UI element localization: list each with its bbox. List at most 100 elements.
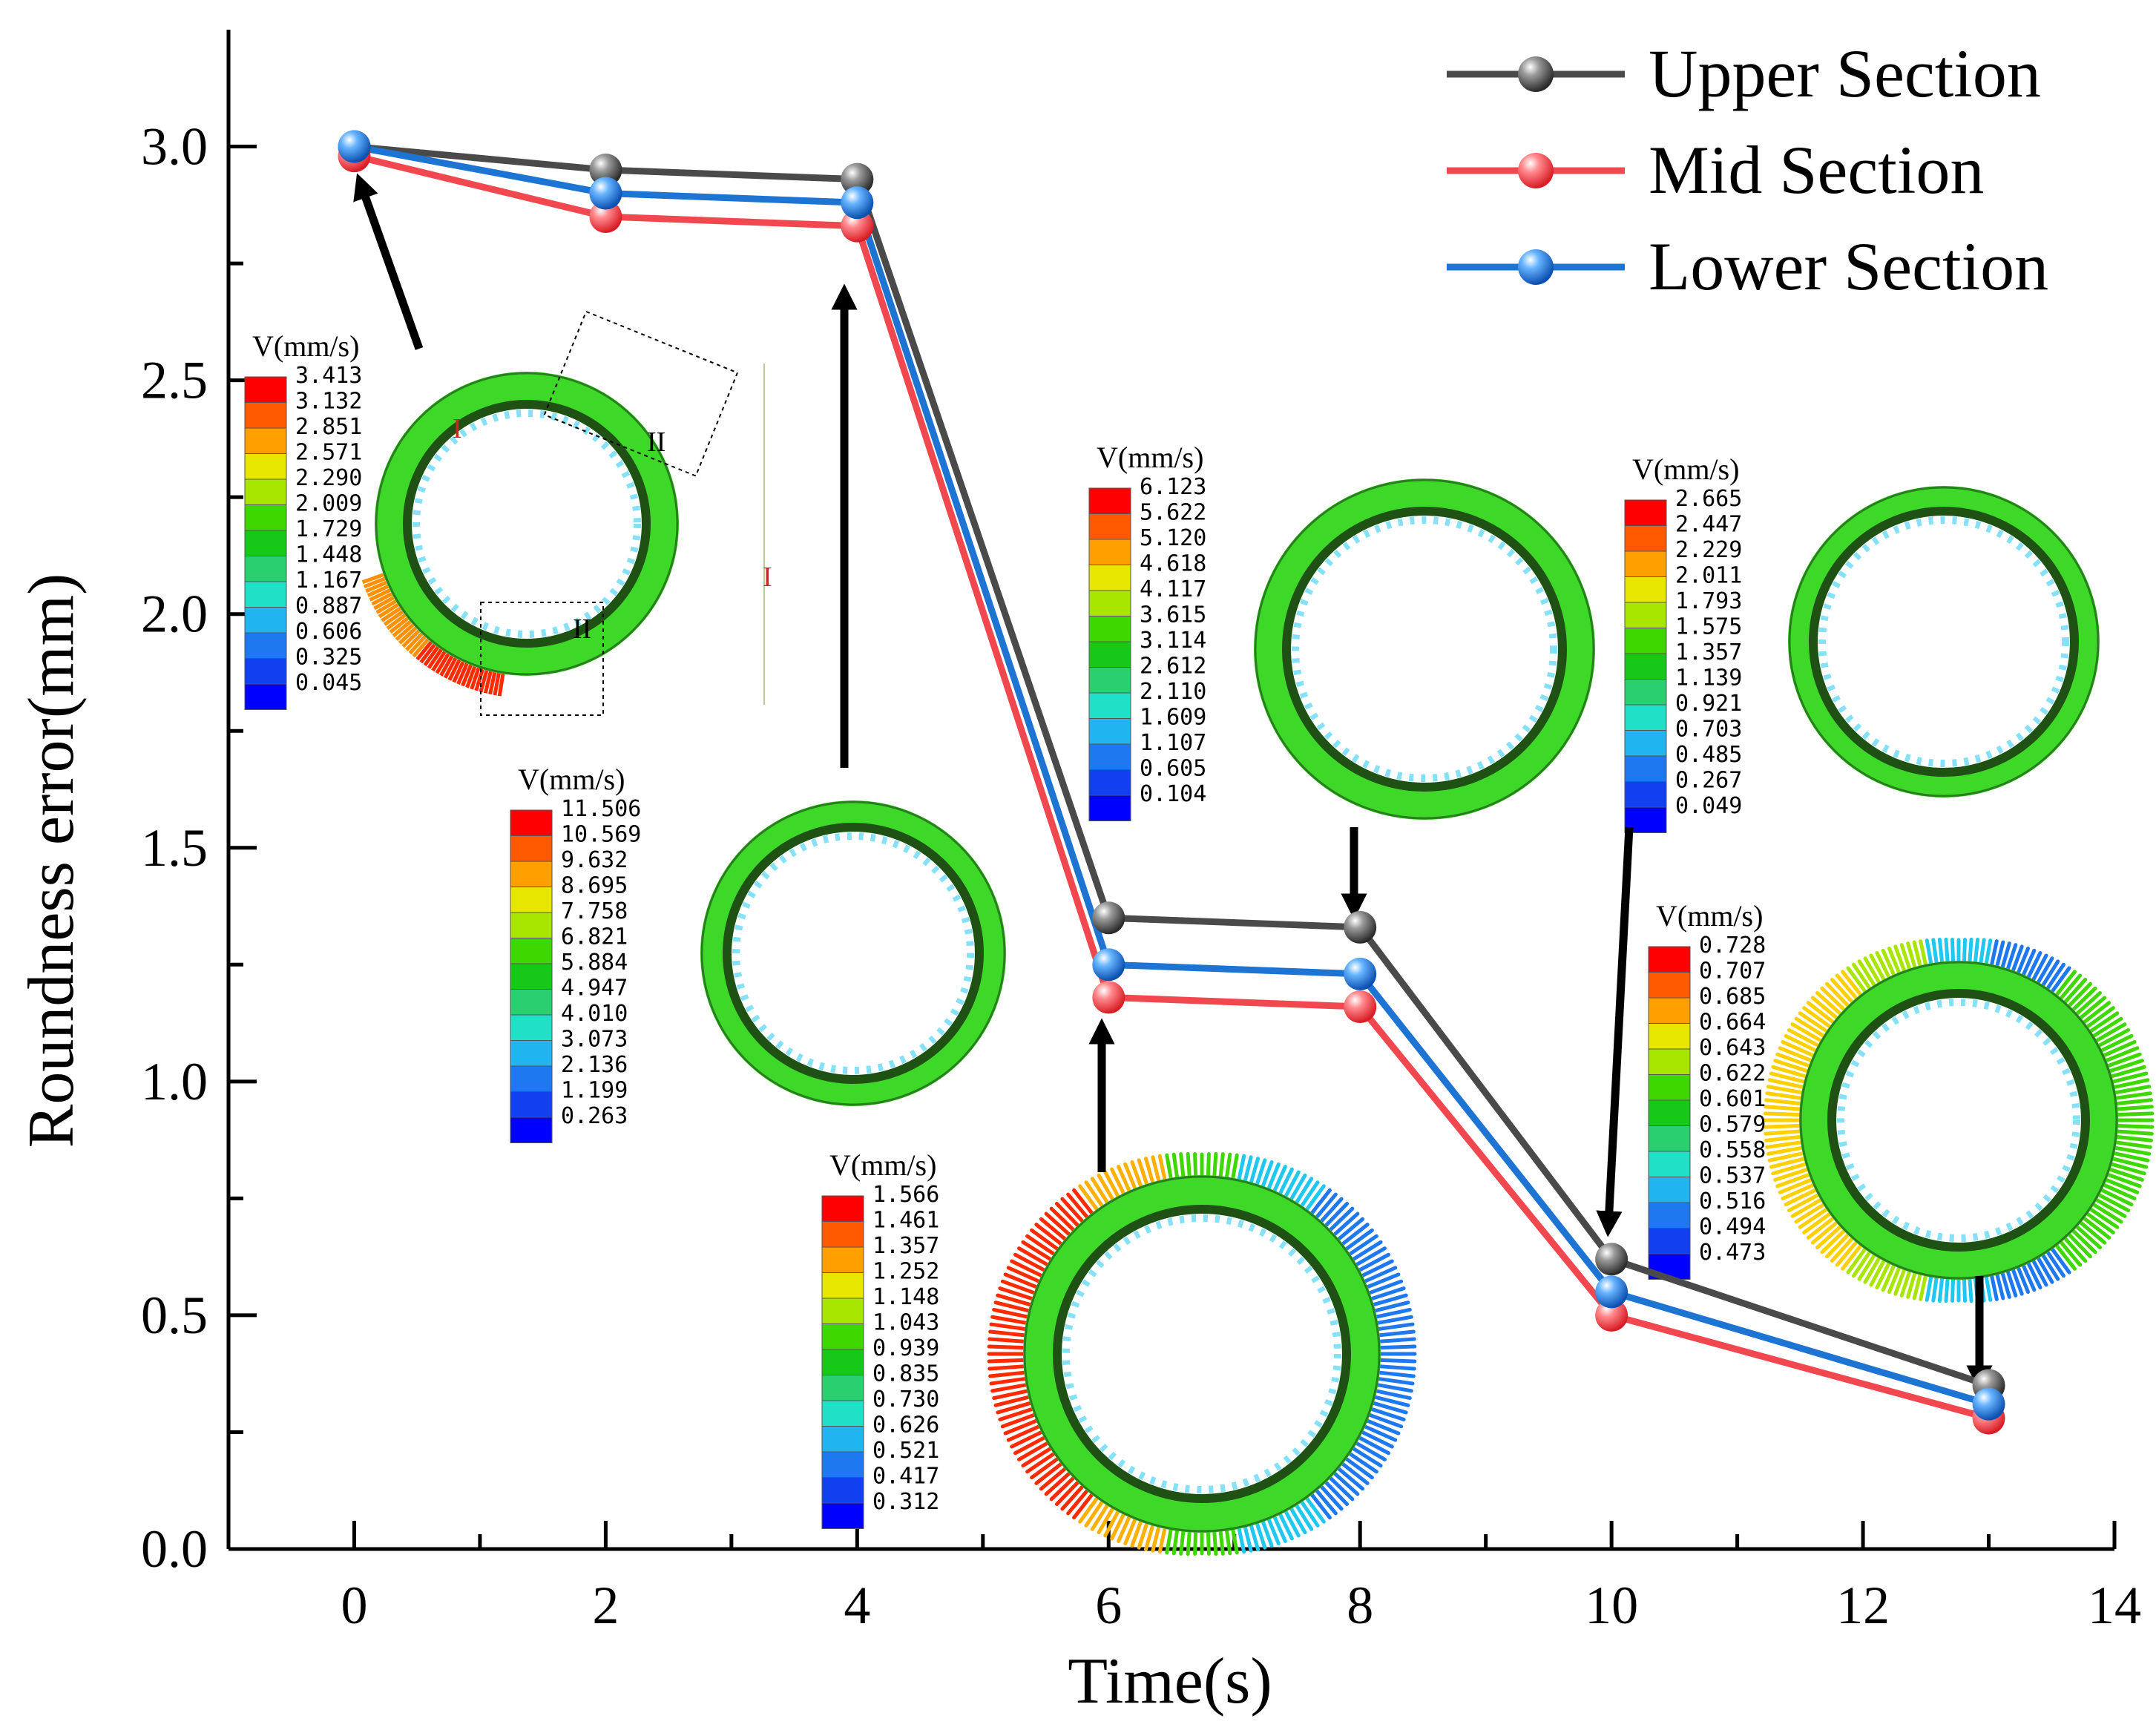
velocity-vector (1763, 1124, 1801, 1129)
inset-legend-swatch (821, 1426, 864, 1453)
velocity-vector (1060, 1484, 1085, 1511)
velocity-vector (2011, 944, 2024, 973)
velocity-vector (2112, 1078, 2150, 1089)
velocity-vector (987, 1364, 1026, 1371)
inset-legend-swatch (1624, 602, 1667, 628)
velocity-vector (1193, 1152, 1198, 1177)
velocity-vector (1912, 940, 1922, 967)
velocity-vector (2021, 1263, 2037, 1292)
velocity-vector (1319, 1484, 1344, 1511)
x-tick-label: 0 (341, 1576, 367, 1635)
velocity-vector (1328, 1476, 1355, 1502)
legend-marker (1518, 56, 1554, 92)
inset-legend-value: 0.728 (1699, 933, 1766, 958)
velocity-vector (461, 664, 473, 687)
velocity-vector (1186, 1530, 1192, 1556)
region-label: I (453, 413, 462, 444)
x-tick-label: 4 (844, 1576, 870, 1635)
velocity-vector (452, 661, 465, 683)
velocity-vector (1341, 1223, 1370, 1246)
velocity-vector (1378, 1364, 1416, 1371)
inset-legend-value: 2.009 (295, 491, 362, 517)
velocity-vector (1060, 1197, 1085, 1223)
ring-inner-edge (403, 400, 651, 648)
velocity-vector (2104, 1178, 2140, 1194)
velocity-vector (2111, 1071, 2149, 1084)
velocity-vector (1117, 1165, 1131, 1193)
velocity-vector (431, 651, 447, 672)
velocity-vector (1212, 1530, 1218, 1556)
velocity-vector (1906, 1272, 1917, 1299)
annotation-arrows (353, 173, 1993, 1392)
region-label: I (763, 562, 772, 593)
velocity-vector (423, 645, 440, 667)
velocity-vector (1950, 938, 1955, 963)
inset-legend-value: 1.609 (1140, 705, 1206, 731)
inset-legend-value: 3.114 (1140, 628, 1206, 654)
velocity-vector (1857, 1253, 1876, 1281)
velocity-vector (1003, 1418, 1039, 1436)
velocity-vector (1784, 1188, 1818, 1207)
velocity-vector (1066, 1489, 1089, 1516)
velocity-vector (990, 1315, 1028, 1325)
ring-inner-edge (1809, 507, 2079, 777)
velocity-vector (2067, 981, 2092, 1007)
velocity-vector (1766, 1085, 1804, 1095)
velocity-vector (2097, 1193, 2131, 1213)
y-tick-label: 0.5 (141, 1286, 208, 1345)
velocity-vector (419, 643, 436, 664)
velocity-vector (1049, 1476, 1076, 1502)
velocity-vector (1090, 1503, 1109, 1531)
velocity-vector (988, 1370, 1026, 1378)
inset-legend-value: 0.622 (1699, 1061, 1766, 1087)
velocity-vector (1367, 1279, 1404, 1295)
inset-legend-value: 0.485 (1675, 742, 1742, 768)
inset-legend-swatch (510, 938, 553, 964)
inset-legend-value: 8.695 (561, 873, 628, 899)
velocity-vector (1000, 1279, 1036, 1295)
velocity-vector (2088, 1207, 2120, 1229)
velocity-vector (1266, 1162, 1281, 1191)
velocity-vector (1278, 1167, 1294, 1195)
velocity-vector (439, 655, 454, 677)
velocity-vector (1358, 1436, 1391, 1456)
velocity-vector (1984, 938, 1993, 965)
velocity-vector (1830, 1237, 1854, 1263)
ring-inner-vectors (1062, 1214, 1341, 1493)
velocity-vector (1348, 1234, 1378, 1256)
inset-legend-value: 0.049 (1675, 793, 1742, 819)
velocity-vector (1143, 1157, 1155, 1184)
data-point-lower-section (1595, 1275, 1628, 1309)
velocity-vector (1137, 1522, 1149, 1550)
ring-inner-vectors (1292, 516, 1557, 782)
velocity-vector (1875, 951, 1891, 979)
velocity-vector (1375, 1307, 1412, 1319)
velocity-vector (447, 659, 461, 681)
velocity-vector (465, 665, 477, 688)
velocity-vector (1781, 1039, 1815, 1058)
velocity-vector (996, 1401, 1032, 1415)
fem-inset-3: V(mm/s)1.5661.4611.3571.2521.1481.0430.9… (821, 1148, 1417, 1556)
velocity-vector (493, 673, 501, 696)
inset-legend-value: 10.569 (561, 822, 641, 848)
inset-legend-value: 1.793 (1675, 588, 1742, 614)
velocity-vector (1925, 1275, 1933, 1302)
velocity-vector (1365, 1272, 1401, 1289)
velocity-vector (1130, 1160, 1143, 1188)
velocity-vector (1021, 1240, 1053, 1261)
inset-legend-title: V(mm/s) (1632, 453, 1739, 486)
velocity-vector (386, 614, 407, 631)
velocity-vector (1367, 1413, 1404, 1429)
inset-legend-value: 2.229 (1675, 537, 1742, 563)
velocity-vector (2050, 966, 2071, 993)
velocity-vector (1881, 1263, 1896, 1292)
velocity-vector (1309, 1493, 1332, 1520)
velocity-vector (378, 603, 399, 619)
velocity-vector (1165, 1528, 1173, 1555)
velocity-vector (1857, 959, 1876, 987)
velocity-vector (1377, 1322, 1415, 1331)
inset-legend-swatch (244, 530, 287, 556)
velocity-vector (1979, 938, 1986, 964)
velocity-vector (1370, 1407, 1406, 1421)
inset-legend-swatch (244, 607, 287, 634)
